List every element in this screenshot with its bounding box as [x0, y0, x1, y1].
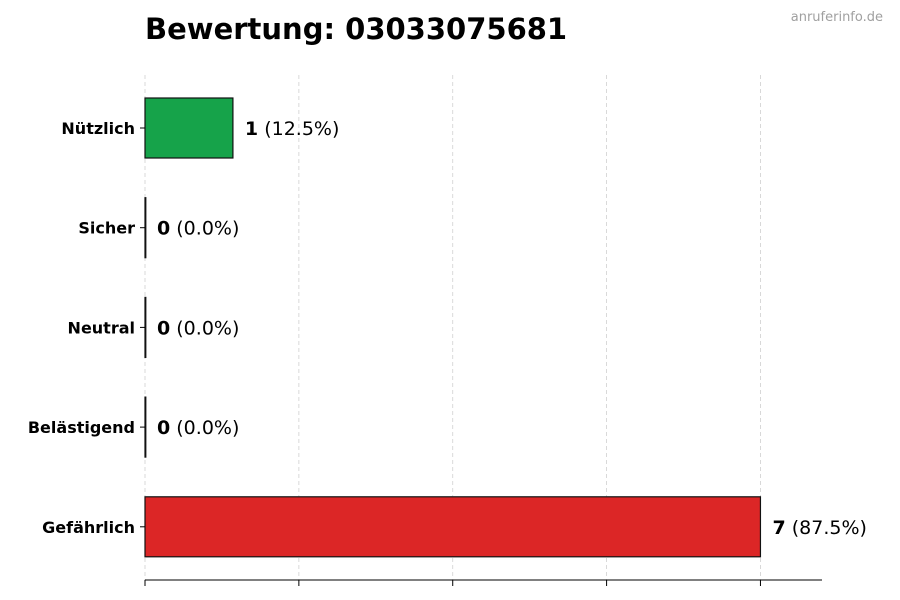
category-label: Neutral [68, 318, 135, 337]
chart-title: Bewertung: 03033075681 [145, 12, 568, 46]
data-label: 0 (0.0%) [157, 218, 239, 240]
data-label: 7 (87.5%) [772, 517, 866, 539]
category-label: Sicher [78, 219, 135, 238]
bar [144, 496, 762, 558]
watermark: anruferinfo.de [790, 10, 883, 25]
value-label: 1 [245, 118, 258, 140]
percent-label: (87.5%) [786, 517, 867, 539]
value-label: 7 [772, 517, 785, 539]
bar [144, 296, 147, 358]
bar [144, 97, 234, 159]
category-label: Gefährlich [42, 518, 135, 537]
category-label: Nützlich [61, 119, 135, 138]
data-label: 1 (12.5%) [245, 118, 339, 140]
bar [144, 396, 147, 458]
value-label: 0 [157, 218, 170, 240]
value-label: 0 [157, 417, 170, 439]
data-label: 0 (0.0%) [157, 417, 239, 439]
percent-label: (0.0%) [170, 317, 239, 339]
category-label: Belästigend [28, 418, 135, 437]
percent-label: (0.0%) [170, 218, 239, 240]
percent-label: (0.0%) [170, 417, 239, 439]
value-label: 0 [157, 317, 170, 339]
bar [144, 197, 147, 259]
percent-label: (12.5%) [258, 118, 339, 140]
data-label: 0 (0.0%) [157, 317, 239, 339]
